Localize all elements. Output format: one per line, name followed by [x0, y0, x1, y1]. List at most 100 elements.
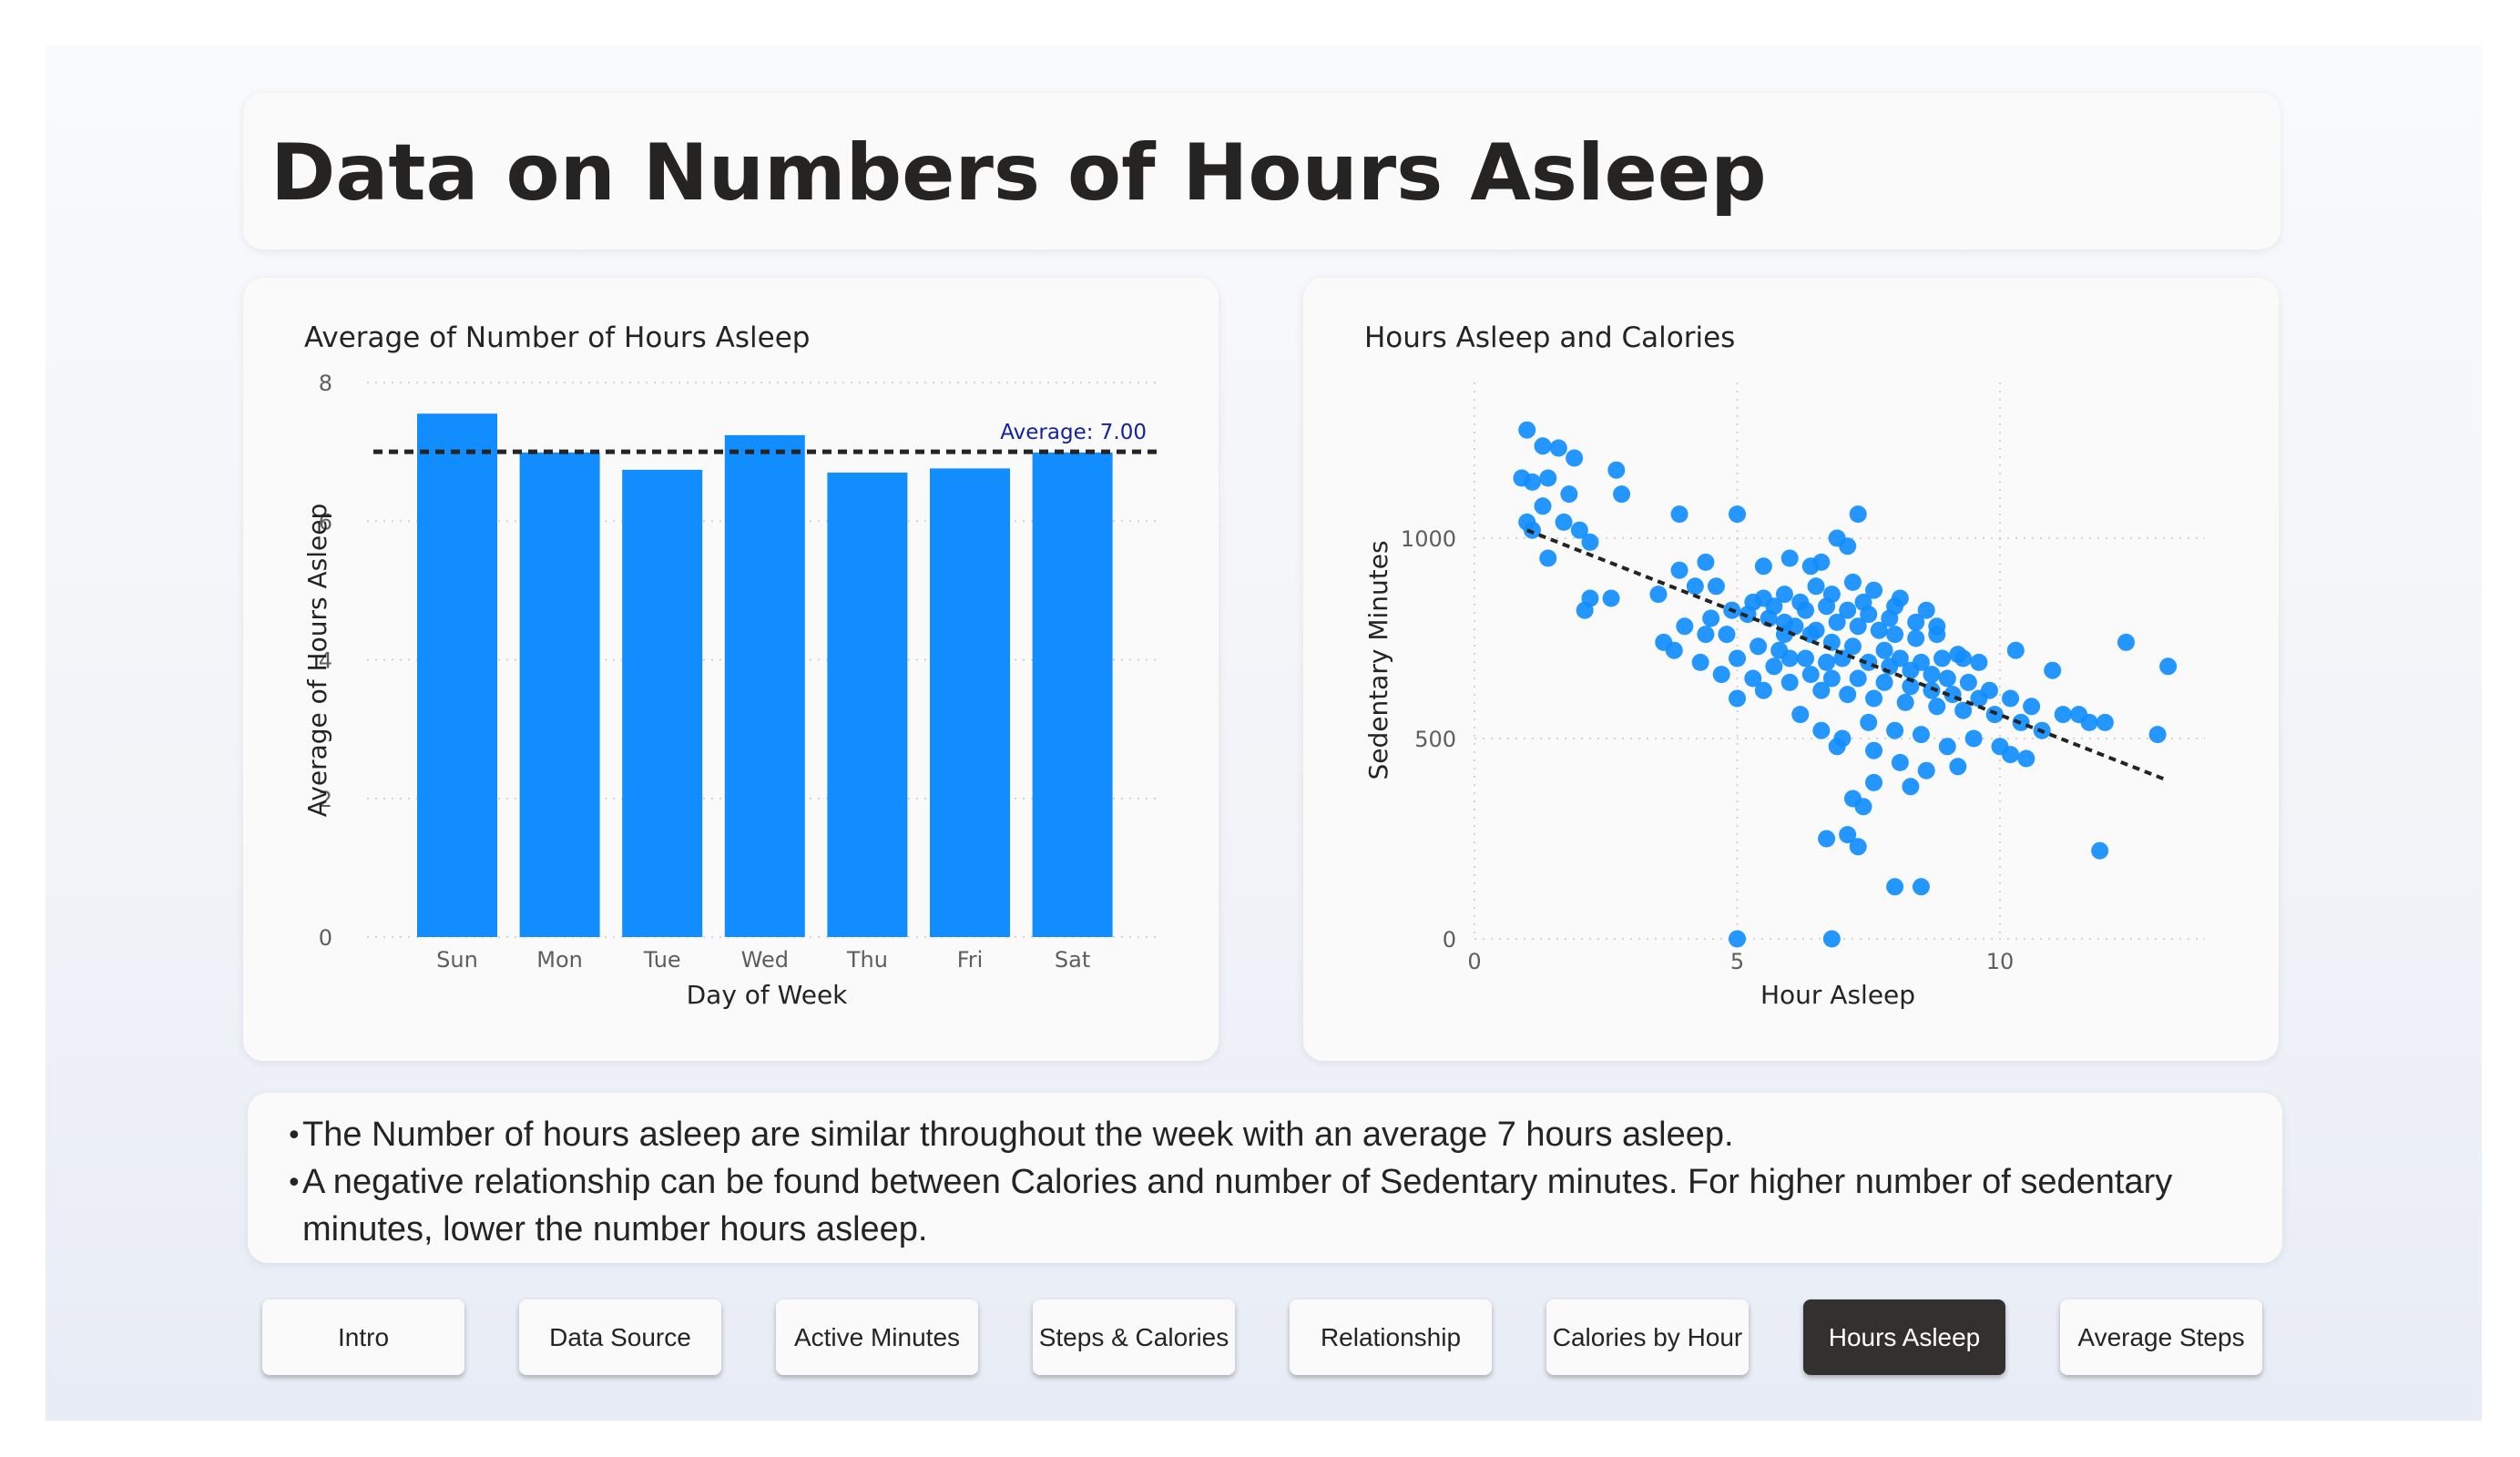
scatter-chart[interactable]: 0 500 1000 0 5 10 Hour Asleep Sedentary Minutes [1303, 278, 2279, 1061]
x-tick-label: 10 [1986, 949, 2015, 974]
scatter-point [1691, 653, 1709, 671]
scatter-point [1539, 469, 1557, 487]
scatter-point [1923, 666, 1941, 684]
scatter-point [1907, 613, 1925, 631]
y-tick-label: 500 [1414, 727, 1456, 752]
x-axis-title: Day of Week [687, 980, 849, 1010]
scatter-point [1765, 657, 1783, 676]
nav-button-data-source[interactable]: Data Source [519, 1299, 721, 1375]
scatter-point [1912, 726, 1930, 744]
nav-button-hours-asleep[interactable]: Hours Asleep [1803, 1299, 2005, 1375]
scatter-point [1865, 773, 1883, 791]
scatter-point [1775, 586, 1793, 604]
bar-chart-card[interactable]: Average of Number of Hours Asleep 0 2 4 6 8 S… [243, 278, 1219, 1061]
nav-button-relationship[interactable]: Relationship [1290, 1299, 1492, 1375]
scatter-point [1828, 613, 1846, 631]
scatter-point [1938, 669, 1956, 688]
scatter-point [1581, 533, 1599, 551]
scatter-point [1849, 838, 1867, 856]
nav-button-average-steps[interactable]: Average Steps [2060, 1299, 2262, 1375]
nav-button-active-minutes[interactable]: Active Minutes [776, 1299, 978, 1375]
scatter-point [2006, 641, 2025, 659]
scatter-point [1670, 561, 1689, 579]
scatter-point [2148, 726, 2167, 744]
y-tick-label: 4 [319, 648, 332, 674]
scatter-point [1822, 669, 1841, 688]
scatter-point [1754, 589, 1772, 607]
scatter-point [1870, 621, 1888, 639]
x-axis-title: Hour Asleep [1760, 980, 1915, 1010]
scatter-point [2017, 749, 2035, 768]
scatter-point [1665, 641, 1683, 659]
scatter-point [1928, 698, 1946, 716]
scatter-point [1818, 653, 1836, 671]
scatter-point [1818, 830, 1836, 848]
scatter-point [2117, 633, 2135, 651]
scatter-point [1954, 701, 1973, 719]
bar [1032, 452, 1113, 937]
nav-button-intro[interactable]: Intro [262, 1299, 464, 1375]
x-tick-label: Sun [436, 947, 478, 973]
scatter-point [1534, 437, 1552, 455]
scatter-point [1849, 505, 1867, 524]
scatter-point [1865, 689, 1883, 708]
x-tick-label: Sat [1055, 947, 1090, 973]
scatter-point [1902, 678, 1920, 696]
bar [519, 452, 600, 937]
scatter-point [1707, 577, 1725, 596]
bar [827, 472, 908, 937]
scatter-point [1907, 629, 1925, 647]
scatter-point [1891, 753, 1909, 771]
scatter-point [2002, 689, 2020, 708]
scatter-point [1549, 439, 1567, 457]
scatter-point [1518, 421, 1536, 439]
scatter-point [1729, 649, 1746, 667]
scatter-point [1970, 689, 1988, 708]
scatter-point [1843, 573, 1862, 591]
scatter-point [1791, 706, 1810, 724]
note-line: minutes, lower the number hours asleep. [302, 1210, 928, 1248]
scatter-point [1744, 669, 1762, 688]
scatter-point [1849, 669, 1867, 688]
scatter-point [1718, 626, 1736, 644]
scatter-point [1797, 649, 1815, 667]
scatter-point [1566, 449, 1584, 467]
scatter-point [1954, 649, 1973, 667]
scatter-point [2044, 661, 2062, 679]
nav-button-steps-calories[interactable]: Steps & Calories [1033, 1299, 1235, 1375]
scatter-point [1896, 693, 1914, 711]
scatter-point [1602, 589, 1620, 607]
scatter-point [1797, 601, 1815, 619]
scatter-point [1828, 738, 1846, 756]
scatter-point [1754, 557, 1772, 576]
scatter-point [2070, 706, 2088, 724]
scatter-point [1865, 581, 1883, 599]
bullet-marker: • [286, 1167, 302, 1199]
x-tick-label: 5 [1730, 949, 1744, 974]
scatter-point [1570, 521, 1588, 539]
bar-chart[interactable]: 0 2 4 6 8 Sun Mon Tue Wed Thu Fri Sat Average: 7.00 D… [243, 278, 1219, 1061]
notes-card: • The Number of hours asleep are similar… [248, 1093, 2282, 1263]
scatter-point [1933, 649, 1952, 667]
bar [622, 469, 703, 937]
scatter-point [2012, 713, 2030, 731]
scatter-point [1676, 617, 1694, 636]
x-tick-label: 0 [1467, 949, 1481, 974]
title-card: Data on Numbers of Hours Asleep [243, 93, 2280, 250]
nav-button-calories-by-hour[interactable]: Calories by Hour [1546, 1299, 1749, 1375]
scatter-point [1686, 577, 1704, 596]
scatter-point [1780, 549, 1799, 567]
scatter-point [1912, 653, 1930, 671]
scatter-point [1938, 738, 1956, 756]
scatter-point [1875, 641, 1893, 659]
scatter-point [1891, 649, 1909, 667]
scatter-chart-card[interactable]: Hours Asleep and Calories 0 500 1000 0 5 10 Ho… [1303, 278, 2279, 1061]
scatter-chart-title: Hours Asleep and Calories [1364, 321, 1736, 354]
scatter-point [1576, 601, 1594, 619]
page-title: Data on Numbers of Hours Asleep [270, 127, 1767, 219]
scatter-point [1970, 653, 1988, 671]
scatter-point [1843, 637, 1862, 656]
scatter-point [1555, 513, 1573, 531]
scatter-point [1697, 626, 1715, 644]
scatter-point [2091, 841, 2109, 860]
